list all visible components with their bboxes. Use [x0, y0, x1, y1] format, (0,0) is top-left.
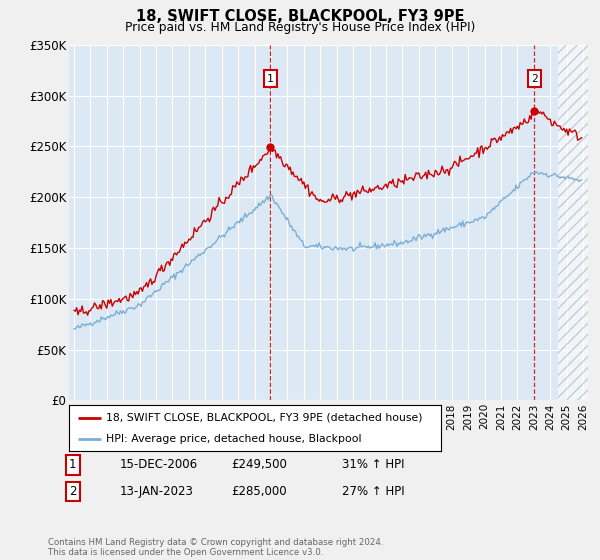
Text: 18, SWIFT CLOSE, BLACKPOOL, FY3 9PE (detached house): 18, SWIFT CLOSE, BLACKPOOL, FY3 9PE (det…: [106, 413, 422, 423]
Text: 13-JAN-2023: 13-JAN-2023: [120, 485, 194, 498]
Text: £285,000: £285,000: [231, 485, 287, 498]
Text: Price paid vs. HM Land Registry's House Price Index (HPI): Price paid vs. HM Land Registry's House …: [125, 21, 475, 34]
Text: 2: 2: [531, 73, 538, 83]
Text: 2: 2: [69, 485, 76, 498]
Text: 31% ↑ HPI: 31% ↑ HPI: [342, 458, 404, 472]
Bar: [559, 45, 588, 400]
Text: Contains HM Land Registry data © Crown copyright and database right 2024.
This d: Contains HM Land Registry data © Crown c…: [48, 538, 383, 557]
Text: 1: 1: [69, 458, 76, 472]
Text: 1: 1: [267, 73, 274, 83]
Text: HPI: Average price, detached house, Blackpool: HPI: Average price, detached house, Blac…: [106, 435, 362, 444]
Text: £249,500: £249,500: [231, 458, 287, 472]
Text: 15-DEC-2006: 15-DEC-2006: [120, 458, 198, 472]
Text: 27% ↑ HPI: 27% ↑ HPI: [342, 485, 404, 498]
Text: 18, SWIFT CLOSE, BLACKPOOL, FY3 9PE: 18, SWIFT CLOSE, BLACKPOOL, FY3 9PE: [136, 9, 464, 24]
